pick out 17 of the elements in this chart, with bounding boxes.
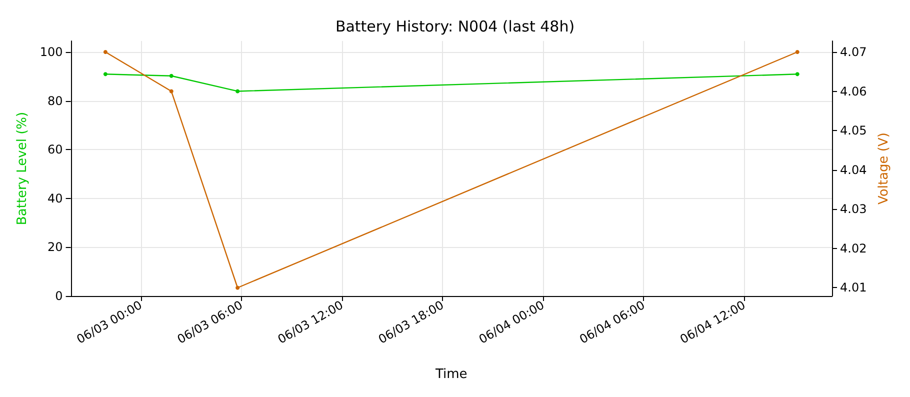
y2-tick-label: 4.06 — [840, 84, 867, 98]
y2-tick-label: 4.04 — [840, 162, 867, 177]
y-axis-title: Battery Level (%) — [15, 112, 30, 226]
y-tick-label: 80 — [48, 94, 63, 108]
x-axis-title: Time — [434, 367, 468, 382]
y2-tick-label: 4.05 — [840, 124, 867, 138]
y-tick-label: 40 — [48, 191, 63, 206]
y2-tick-label: 4.02 — [840, 241, 867, 256]
y-tick-label: 0 — [55, 289, 63, 303]
y2-tick-label: 4.03 — [840, 202, 867, 216]
y-tick-label: 60 — [48, 142, 63, 157]
y2-axis-title: Voltage (V) — [876, 132, 892, 204]
y-tick-label: 20 — [48, 240, 63, 254]
y2-tick-label: 4.07 — [840, 45, 867, 59]
chart-title: Battery History: N004 (last 48h) — [335, 18, 575, 36]
y-tick-label: 100 — [40, 45, 63, 60]
y2-tick-label: 4.01 — [840, 280, 867, 295]
